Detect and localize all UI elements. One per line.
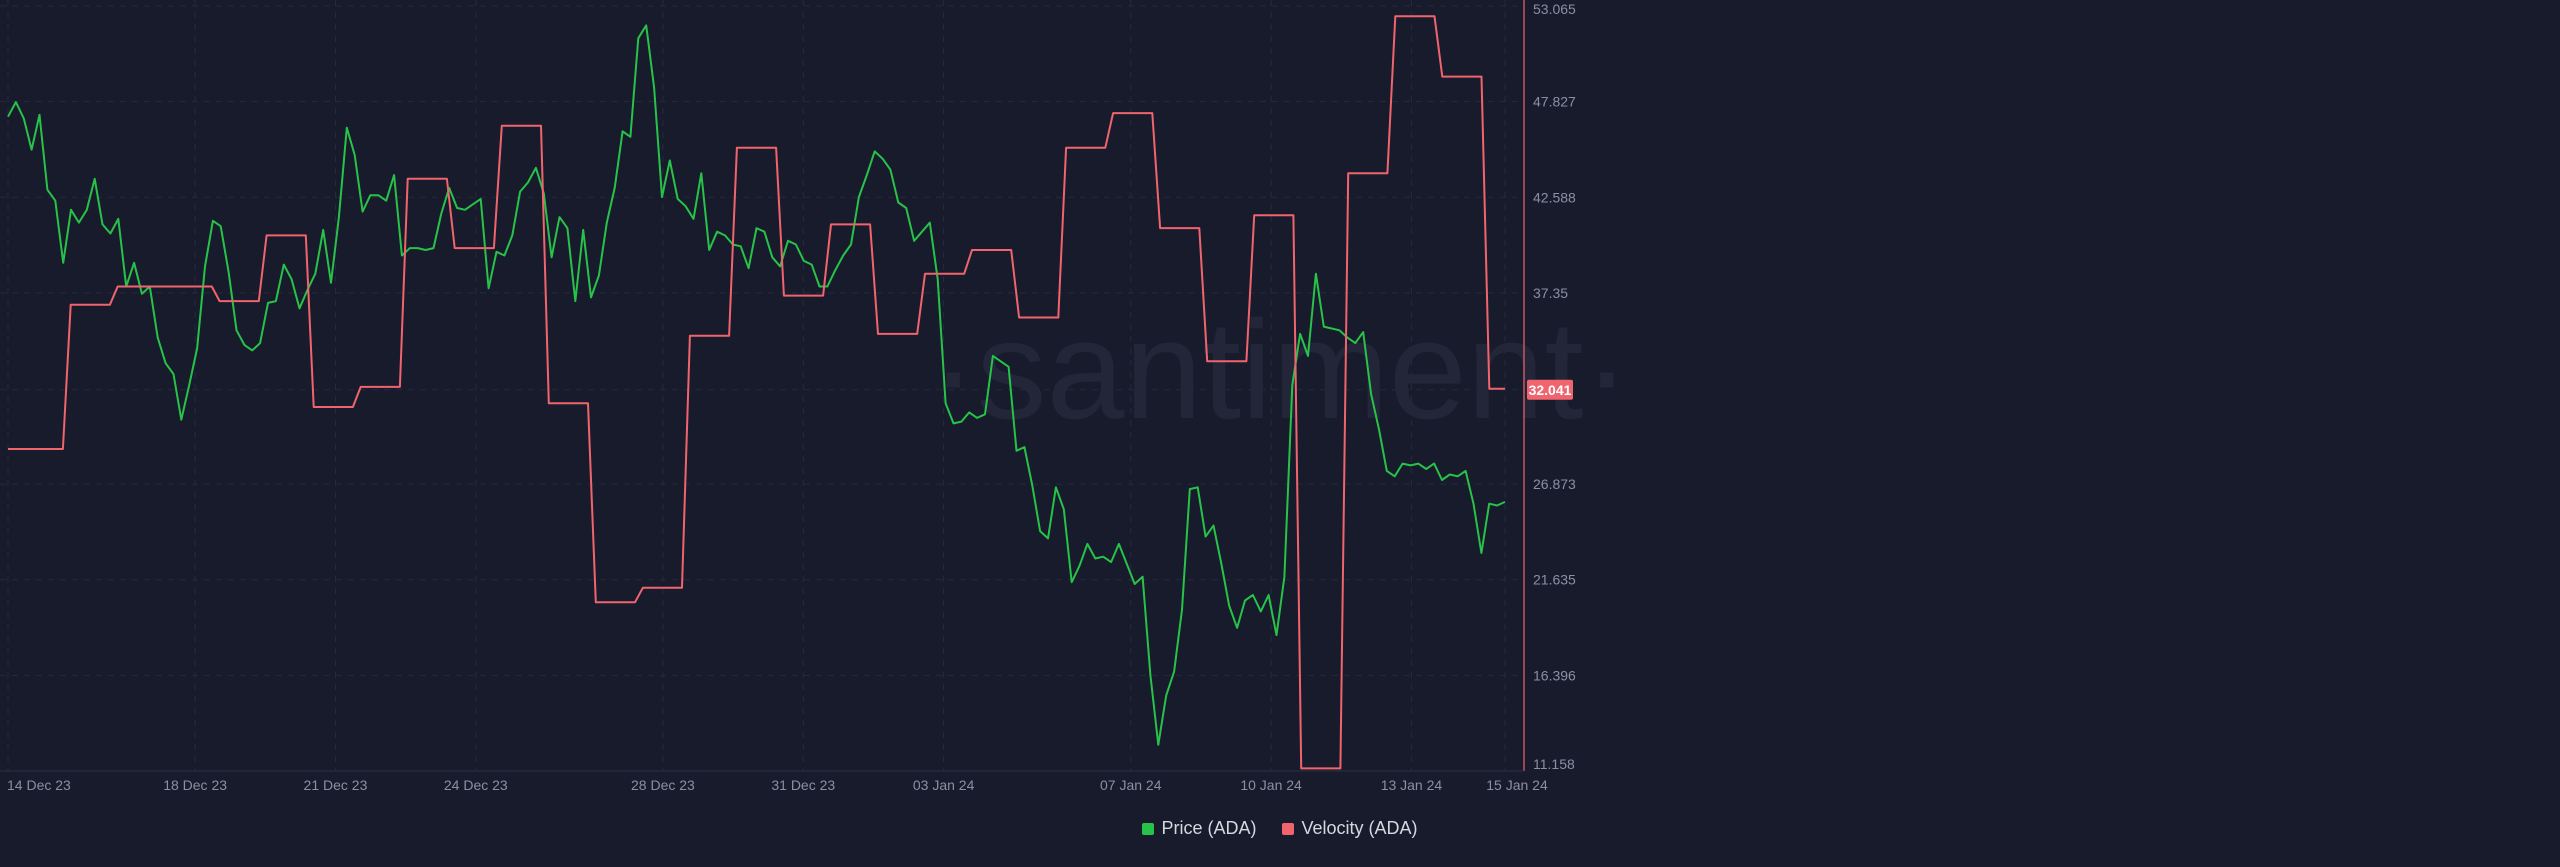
axes: 53.065 47.827 42.588 37.35 26.873 21.635 16.39… (0, 0, 1576, 793)
y-tick-label: 47.827 (1533, 94, 1576, 110)
legend-item-velocity[interactable]: Velocity (ADA) (1282, 818, 1418, 839)
x-tick-label: 24 Dec 23 (444, 777, 508, 793)
velocity-swatch-icon (1282, 822, 1295, 835)
santiment-watermark: ·santiment· (930, 291, 1630, 448)
x-tick-label: 07 Jan 24 (1100, 777, 1162, 793)
x-tick-label: 10 Jan 24 (1240, 777, 1302, 793)
velocity-line[interactable] (8, 15, 1505, 770)
current-value-badge (1527, 379, 1573, 400)
x-tick-label: 13 Jan 24 (1381, 777, 1443, 793)
y-tick-label: 16.396 (1533, 667, 1576, 683)
current-value-label: 32.041 (1529, 382, 1572, 398)
legend-label-velocity: Velocity (ADA) (1301, 818, 1418, 838)
x-tick-label: 14 Dec 23 (7, 777, 71, 793)
x-tick-label: 18 Dec 23 (163, 777, 227, 793)
y-tick-label: 26.873 (1533, 476, 1576, 492)
x-tick-label: 03 Jan 24 (913, 777, 975, 793)
y-tick-label: 11.158 (1533, 756, 1575, 772)
x-tick-label: 21 Dec 23 (304, 777, 368, 793)
x-tick-label: 15 Jan 24 (1486, 777, 1548, 793)
y-tick-label: 37.35 (1533, 285, 1568, 301)
x-tick-label: 31 Dec 23 (771, 777, 835, 793)
legend-label-price: Price (ADA) (1161, 818, 1257, 838)
y-tick-label: 21.635 (1533, 572, 1576, 588)
price-line[interactable] (7, 24, 1506, 746)
y-tick-label: 53.065 (1533, 1, 1576, 17)
x-tick-label: 28 Dec 23 (631, 777, 695, 793)
series-lines (7, 15, 1506, 770)
price-swatch-icon (1142, 822, 1155, 835)
y-tick-label: 42.588 (1533, 189, 1576, 205)
legend-item-price[interactable]: Price (ADA) (1142, 818, 1256, 839)
chart-legend: Price (ADA) Velocity (ADA) (0, 818, 2560, 839)
